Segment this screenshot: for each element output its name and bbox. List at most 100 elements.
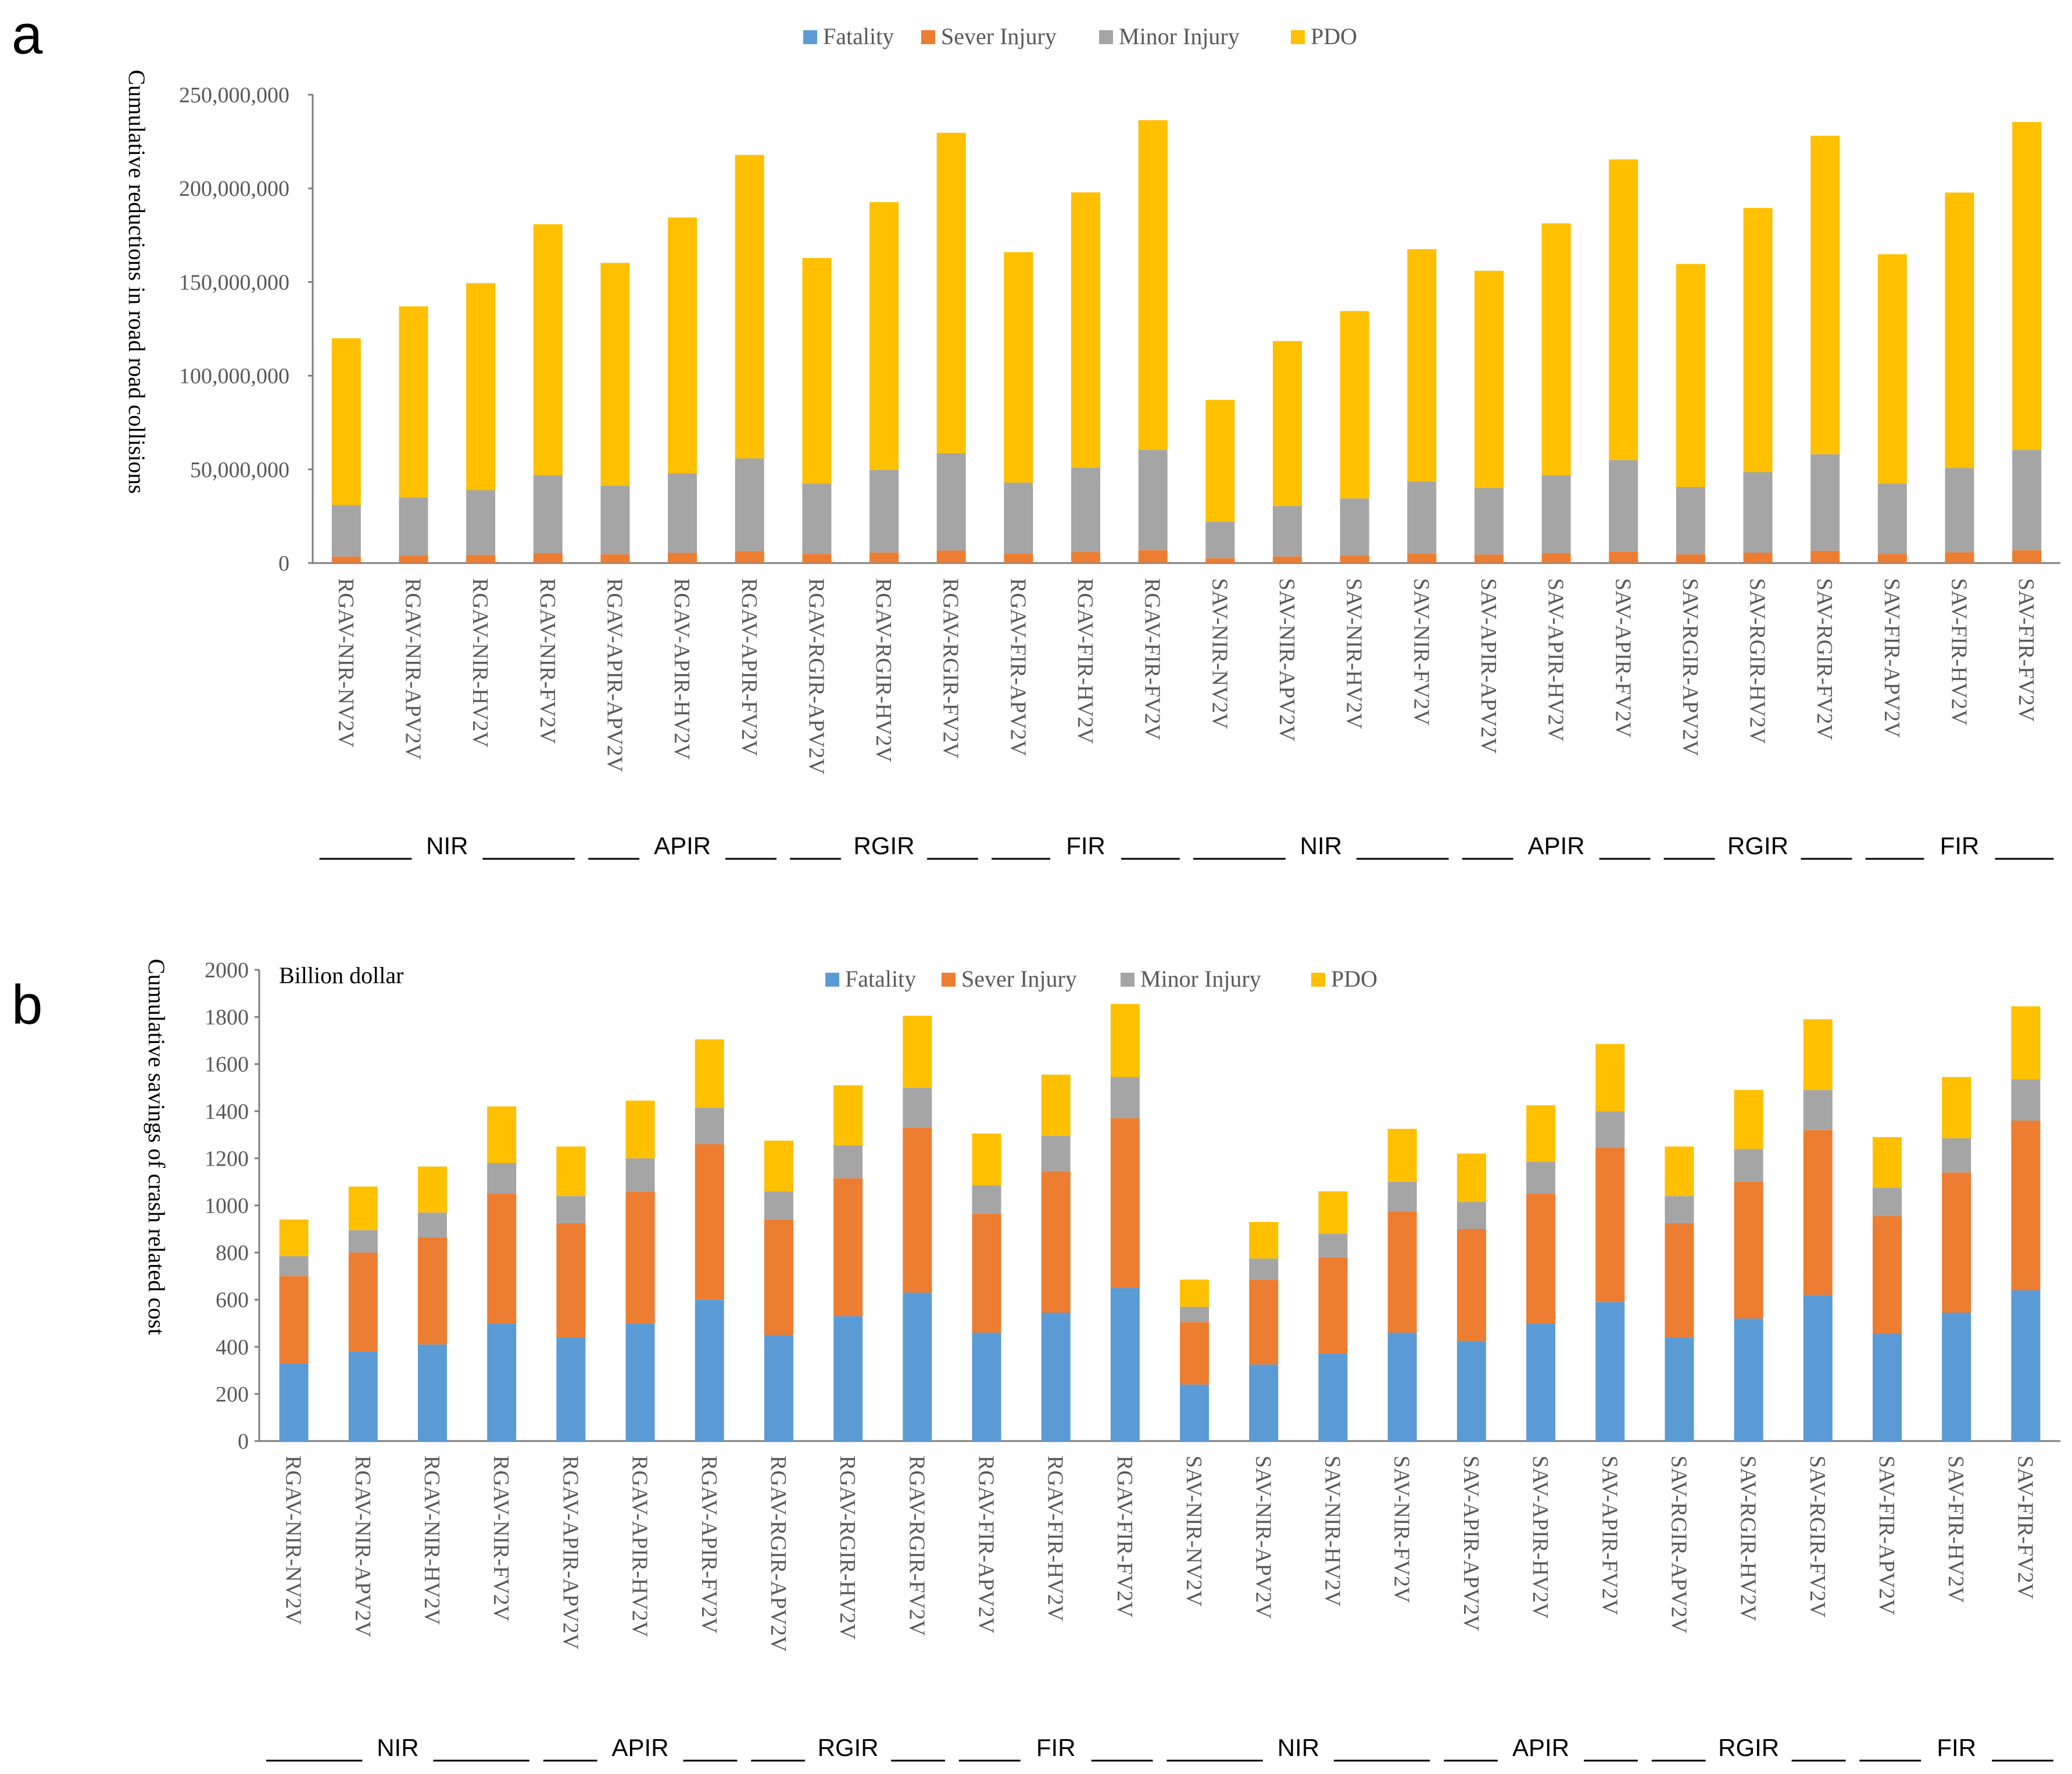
x-tick-label-sav-nir-nv2v: SAV-NIR-NV2V xyxy=(1182,1456,1206,1607)
bar-minor-injury-sav-nir-nv2v xyxy=(1180,1306,1209,1323)
bar-fatality-rgav-apir-fv2v xyxy=(735,562,764,563)
panel-a-y-tick-label: 200,000,000 xyxy=(179,177,289,201)
bar-fatality-sav-fir-hv2v xyxy=(1945,562,1974,563)
panel-b-y-tick-label: 2000 xyxy=(205,958,249,983)
x-tick-label-sav-nir-fv2v: SAV-NIR-FV2V xyxy=(1409,578,1433,726)
x-tick-label-rgav-nir-hv2v: RGAV-NIR-HV2V xyxy=(420,1456,444,1625)
bar-minor-injury-sav-fir-fv2v xyxy=(2011,1079,2041,1121)
bar-minor-injury-sav-rgir-hv2v xyxy=(1734,1149,1763,1182)
group-label-nir: NIR xyxy=(1300,832,1342,859)
bar-fatality-rgav-apir-hv2v xyxy=(668,562,697,563)
bar-pdo-rgav-nir-hv2v xyxy=(466,283,496,490)
legend-label-sever-injury: Sever Injury xyxy=(961,966,1077,992)
legend-swatch-sever-injury xyxy=(921,30,935,44)
x-tick-label-sav-nir-hv2v: SAV-NIR-HV2V xyxy=(1320,1456,1344,1607)
bar-pdo-sav-nir-nv2v xyxy=(1205,400,1235,522)
x-tick-label-sav-rgir-hv2v: SAV-RGIR-HV2V xyxy=(1745,578,1770,744)
bar-sever-injury-rgav-rgir-apv2v xyxy=(802,554,832,563)
bar-fatality-rgav-nir-fv2v xyxy=(487,1323,517,1441)
bar-pdo-sav-rgir-fv2v xyxy=(1803,1019,1833,1090)
bar-sever-injury-sav-fir-hv2v xyxy=(1942,1172,1971,1313)
x-tick-label-sav-rgir-fv2v: SAV-RGIR-FV2V xyxy=(1812,578,1837,740)
bar-minor-injury-sav-fir-hv2v xyxy=(1945,468,1974,553)
group-label-fir: FIR xyxy=(1937,1734,1976,1761)
bar-minor-injury-sav-rgir-fv2v xyxy=(1803,1090,1833,1130)
x-tick-label-sav-apir-hv2v: SAV-APIR-HV2V xyxy=(1528,1456,1552,1619)
x-tick-label-rgav-nir-nv2v: RGAV-NIR-NV2V xyxy=(281,1456,306,1625)
bar-pdo-sav-fir-apv2v xyxy=(1873,1137,1902,1188)
x-tick-label-rgav-apir-apv2v: RGAV-APIR-APV2V xyxy=(602,578,627,772)
bar-pdo-rgav-apir-fv2v xyxy=(735,155,764,458)
bar-pdo-sav-nir-fv2v xyxy=(1387,1128,1417,1182)
bar-pdo-rgav-fir-apv2v xyxy=(972,1133,1001,1186)
group-label-rgir: RGIR xyxy=(1718,1734,1779,1761)
panel-a-group-labels: NIR APIR RGIR FIR NIR APIR RGIR FIR xyxy=(319,832,2054,860)
x-tick-label-rgav-nir-apv2v: RGAV-NIR-APV2V xyxy=(350,1456,375,1637)
bar-minor-injury-rgav-fir-fv2v xyxy=(1110,1077,1140,1119)
bar-minor-injury-sav-nir-hv2v xyxy=(1318,1234,1348,1257)
bar-sever-injury-rgav-rgir-fv2v xyxy=(903,1127,932,1293)
bar-sever-injury-rgav-fir-apv2v xyxy=(1004,554,1033,563)
bar-fatality-rgav-apir-hv2v xyxy=(625,1323,655,1441)
bar-sever-injury-rgav-fir-fv2v xyxy=(1110,1118,1140,1288)
bar-minor-injury-sav-nir-fv2v xyxy=(1407,481,1437,554)
bar-minor-injury-rgav-fir-apv2v xyxy=(1004,482,1033,554)
bar-pdo-sav-rgir-apv2v xyxy=(1665,1146,1694,1196)
bar-minor-injury-rgav-nir-nv2v xyxy=(279,1256,309,1277)
bar-pdo-sav-apir-apv2v xyxy=(1457,1153,1486,1202)
x-tick-label-rgav-fir-fv2v: RGAV-FIR-FV2V xyxy=(1140,578,1165,740)
bar-fatality-rgav-fir-hv2v xyxy=(1041,1313,1071,1441)
bar-sever-injury-sav-rgir-hv2v xyxy=(1743,553,1773,563)
legend-label-sever-injury: Sever Injury xyxy=(941,23,1057,49)
bar-sever-injury-sav-rgir-fv2v xyxy=(1810,550,1840,563)
bar-pdo-rgav-fir-hv2v xyxy=(1071,192,1101,468)
bar-pdo-sav-apir-fv2v xyxy=(1609,159,1638,460)
legend-swatch-pdo xyxy=(1291,30,1305,44)
x-tick-label-sav-fir-apv2v: SAV-FIR-APV2V xyxy=(1874,1456,1899,1615)
bar-sever-injury-rgav-nir-fv2v xyxy=(533,553,563,563)
x-tick-label-sav-nir-nv2v: SAV-NIR-NV2V xyxy=(1207,578,1232,729)
bar-minor-injury-rgav-rgir-apv2v xyxy=(764,1191,793,1220)
bar-pdo-sav-fir-fv2v xyxy=(2011,1006,2041,1080)
x-tick-label-sav-apir-apv2v: SAV-APIR-APV2V xyxy=(1476,578,1501,754)
legend-label-fatality: Fatality xyxy=(823,23,894,49)
bar-fatality-sav-rgir-fv2v xyxy=(1810,562,1840,563)
group-label-apir: APIR xyxy=(1528,832,1585,859)
group-label-nir: NIR xyxy=(1277,1734,1319,1761)
panel-b-y-tick-label: 200 xyxy=(216,1382,249,1407)
bar-sever-injury-sav-fir-fv2v xyxy=(2012,550,2042,563)
bar-sever-injury-rgav-nir-hv2v xyxy=(466,554,496,563)
x-tick-label-sav-fir-hv2v: SAV-FIR-HV2V xyxy=(1947,578,1971,726)
bar-minor-injury-sav-rgir-fv2v xyxy=(1810,454,1840,551)
x-tick-label-rgav-fir-fv2v: RGAV-FIR-FV2V xyxy=(1112,1456,1137,1618)
x-tick-label-rgav-rgir-apv2v: RGAV-RGIR-APV2V xyxy=(766,1456,790,1652)
bar-minor-injury-rgav-nir-fv2v xyxy=(487,1163,517,1194)
bar-sever-injury-rgav-rgir-hv2v xyxy=(833,1178,863,1317)
bar-fatality-rgav-rgir-hv2v xyxy=(833,1316,863,1441)
bar-sever-injury-rgav-fir-hv2v xyxy=(1071,552,1101,563)
bar-minor-injury-sav-apir-hv2v xyxy=(1526,1162,1556,1194)
bar-sever-injury-rgav-apir-hv2v xyxy=(625,1191,655,1324)
bar-minor-injury-rgav-apir-apv2v xyxy=(600,486,630,554)
panel-b-y-tick-label: 0 xyxy=(238,1429,249,1454)
x-tick-label-sav-fir-apv2v: SAV-FIR-APV2V xyxy=(1880,578,1904,738)
bar-minor-injury-rgav-rgir-apv2v xyxy=(802,483,832,554)
bar-pdo-sav-nir-apv2v xyxy=(1272,341,1302,506)
bar-pdo-rgav-nir-nv2v xyxy=(279,1219,309,1256)
bar-sever-injury-sav-rgir-apv2v xyxy=(1676,554,1705,563)
x-tick-label-sav-apir-fv2v: SAV-APIR-FV2V xyxy=(1611,578,1635,738)
bar-minor-injury-rgav-apir-hv2v xyxy=(668,473,697,553)
bar-sever-injury-rgav-apir-hv2v xyxy=(668,553,697,563)
legend-label-minor-injury: Minor Injury xyxy=(1140,966,1261,992)
bar-pdo-rgav-rgir-fv2v xyxy=(936,132,966,453)
bar-fatality-rgav-nir-apv2v xyxy=(348,1351,378,1441)
bar-pdo-rgav-nir-apv2v xyxy=(348,1187,378,1231)
bar-fatality-rgav-rgir-fv2v xyxy=(903,1292,932,1441)
x-tick-label-rgav-fir-hv2v: RGAV-FIR-HV2V xyxy=(1073,578,1097,744)
x-tick-label-rgav-fir-apv2v: RGAV-FIR-APV2V xyxy=(974,1456,999,1634)
panel-a-y-tick-label: 0 xyxy=(278,551,289,576)
bar-minor-injury-rgav-nir-apv2v xyxy=(399,497,428,556)
panel-a-letter: a xyxy=(12,3,43,66)
bar-minor-injury-sav-apir-fv2v xyxy=(1595,1111,1625,1148)
x-tick-label-rgav-apir-fv2v: RGAV-APIR-FV2V xyxy=(697,1456,721,1634)
